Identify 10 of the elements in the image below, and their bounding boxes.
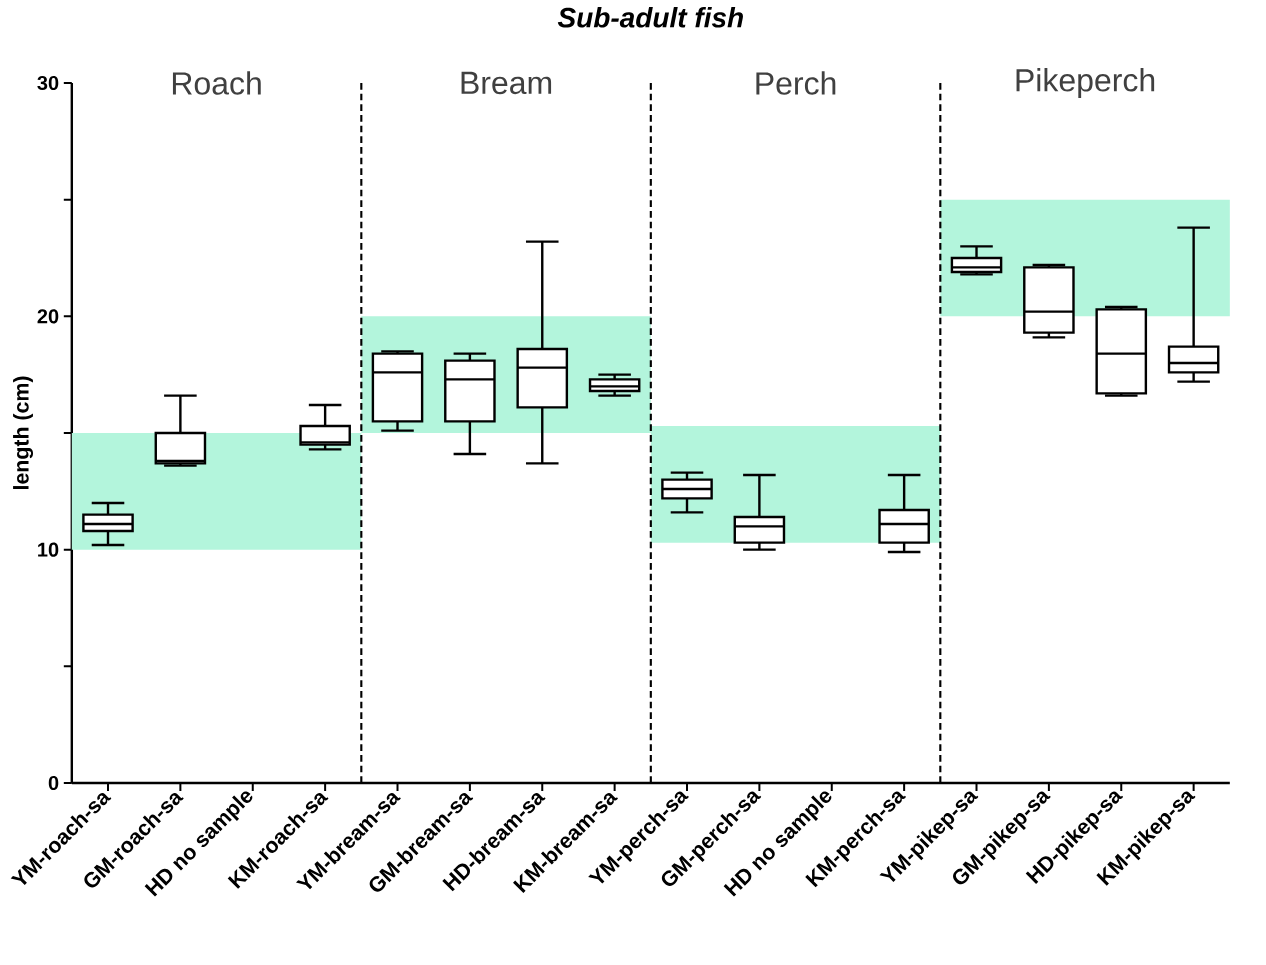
annotation: Perch [756,71,836,95]
annotation: Pikeperch [1016,68,1155,98]
annotation: Bream [461,71,552,95]
y-tick-label: 10 [38,542,59,557]
chart-title: Sub-adult fish [557,7,743,28]
y-tick-label: 30 [37,75,59,91]
y-tick-label: 20 [37,309,59,324]
y-tick-label: 0 [48,775,59,791]
y-axis-title: length (cm) [13,376,34,489]
annotation: Roach [172,71,261,95]
